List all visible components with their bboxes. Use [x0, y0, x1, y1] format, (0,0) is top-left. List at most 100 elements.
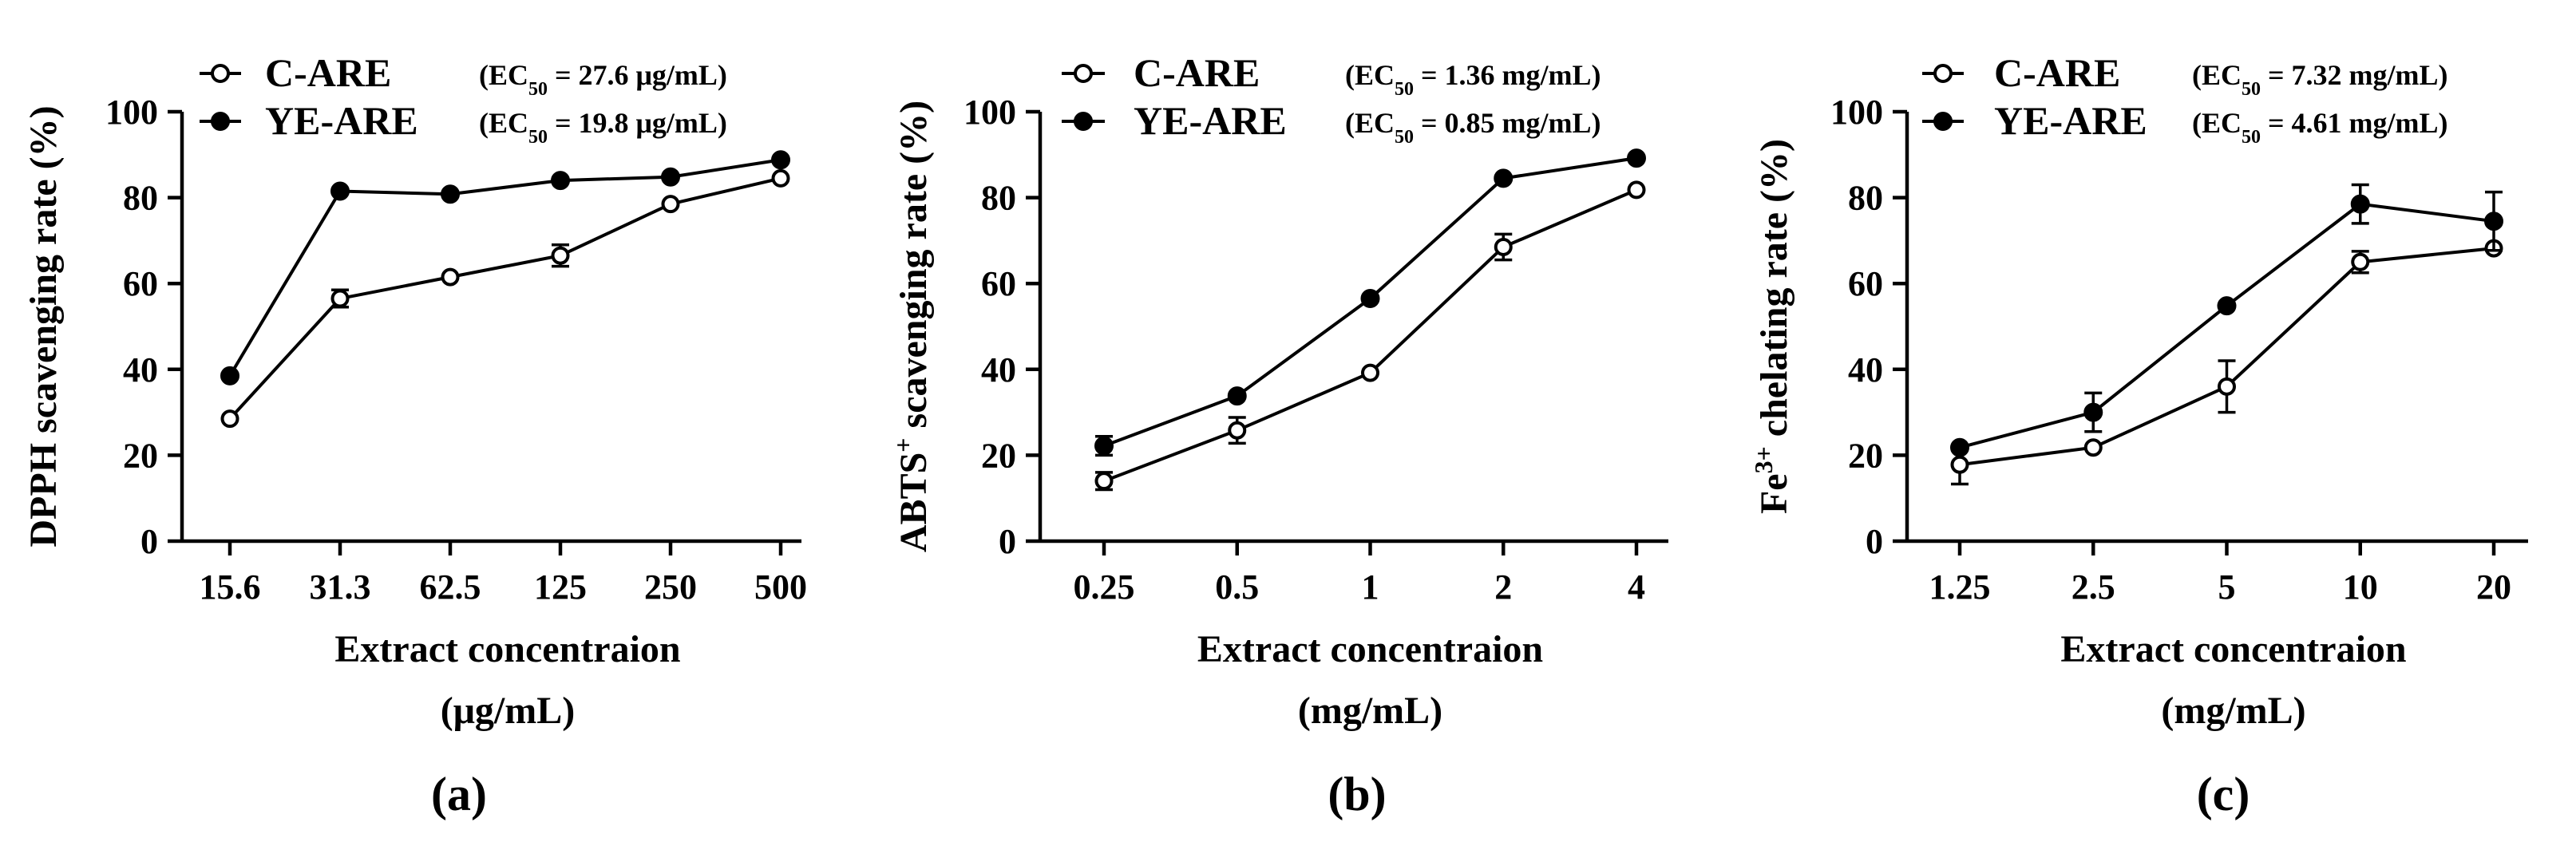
panel-label: (c) — [2197, 768, 2250, 820]
x-tick-label: 2.5 — [2071, 567, 2115, 607]
y-axis-label: ABTS+ scavenging rate (%) — [888, 101, 935, 552]
series-line-c-are — [1959, 247, 2495, 467]
y-tick-label: 0 — [140, 522, 158, 561]
y-tick-label: 60 — [123, 264, 158, 303]
data-point-c-are — [441, 267, 460, 287]
y-tick-label: 100 — [105, 93, 158, 132]
data-point-ye-are — [2484, 212, 2503, 231]
legend-label: YE-ARE — [1134, 98, 1287, 143]
legend-ec50: (EC50 = 1.36 mg/mL) — [1345, 59, 1601, 100]
data-point-c-are — [2218, 377, 2236, 396]
data-point-c-are — [661, 195, 680, 214]
y-tick-label: 40 — [1848, 350, 1883, 389]
data-point-c-are — [220, 409, 239, 429]
data-point-c-are — [771, 168, 790, 188]
x-axis-unit: (mg/mL) — [1298, 690, 1442, 732]
legend-label: C-ARE — [265, 50, 391, 95]
x-axis-unit: (mg/mL) — [2161, 690, 2305, 732]
x-tick-label: 500 — [754, 567, 807, 607]
y-tick-label: 0 — [999, 522, 1016, 561]
data-point-c-are — [2083, 438, 2103, 457]
legend-marker-c-are — [1933, 64, 1953, 83]
data-point-ye-are — [661, 167, 680, 187]
chart-panel-c: 0 20 40 60 80 100 1.25 2.5 5 10 20 Fe3+ chelating r… — [1749, 50, 2528, 820]
legend-label: C-ARE — [1134, 50, 1260, 95]
data-point-ye-are — [2350, 194, 2370, 214]
y-tick-label: 100 — [964, 93, 1016, 132]
y-axis-label: DPPH scavenging rate (%) — [22, 105, 65, 547]
x-tick-label: 1.25 — [1929, 567, 1991, 607]
x-axis-label: Extract concentraion — [2060, 628, 2406, 670]
legend-ec50: (EC50 = 19.8 μg/mL) — [479, 107, 727, 148]
data-point-c-are — [1361, 363, 1379, 382]
y-tick-label: 80 — [981, 179, 1016, 218]
chart-panel-a: 0 20 40 60 80 100 15.6 31.3 62.5 125 250 500 DPPH sc… — [22, 50, 807, 820]
data-point-c-are — [1627, 180, 1646, 200]
x-axis-label: Extract concentraion — [1197, 628, 1543, 670]
y-tick-label: 40 — [123, 350, 158, 389]
y-tick-label: 40 — [981, 350, 1016, 389]
data-point-c-are — [1228, 421, 1247, 440]
x-tick-label: 15.6 — [200, 567, 261, 607]
data-point-ye-are — [2217, 296, 2237, 316]
legend-ec50: (EC50 = 0.85 mg/mL) — [1345, 107, 1601, 148]
legend-label: YE-ARE — [1994, 98, 2147, 143]
y-tick-label: 60 — [1848, 264, 1883, 303]
data-point-c-are — [2351, 252, 2370, 271]
y-tick-label: 0 — [1866, 522, 1883, 561]
data-point-ye-are — [1094, 436, 1114, 456]
y-tick-label: 20 — [123, 436, 158, 475]
legend-ec50: (EC50 = 27.6 μg/mL) — [479, 59, 727, 100]
y-axis-label: Fe3+ chelating rate (%) — [1749, 139, 1795, 514]
series-line-ye-are — [228, 158, 782, 377]
x-tick-label: 5 — [2218, 567, 2236, 607]
y-tick-label: 60 — [981, 264, 1016, 303]
y-tick-label: 20 — [981, 436, 1016, 475]
data-point-ye-are — [1950, 437, 1969, 457]
x-tick-label: 62.5 — [420, 567, 481, 607]
data-point-ye-are — [771, 150, 790, 170]
legend-ec50: (EC50 = 7.32 mg/mL) — [2192, 59, 2448, 100]
y-tick-label: 80 — [1848, 179, 1883, 218]
x-tick-label: 1 — [1362, 567, 1379, 607]
legend-marker-ye-are — [1933, 112, 1953, 131]
data-point-ye-are — [330, 181, 350, 201]
data-point-ye-are — [1627, 148, 1646, 168]
data-point-ye-are — [1227, 386, 1247, 406]
legend-label: C-ARE — [1994, 50, 2120, 95]
legend-marker-c-are — [1074, 64, 1093, 83]
data-point-c-are — [551, 246, 570, 265]
data-point-ye-are — [1360, 289, 1380, 309]
x-tick-label: 31.3 — [310, 567, 371, 607]
x-tick-label: 250 — [644, 567, 697, 607]
x-tick-label: 0.5 — [1215, 567, 1259, 607]
data-point-ye-are — [441, 184, 460, 204]
panel-label: (a) — [431, 768, 487, 820]
x-tick-label: 20 — [2476, 567, 2511, 607]
legend-label: YE-ARE — [265, 98, 418, 143]
x-tick-label: 4 — [1628, 567, 1645, 607]
y-tick-label: 100 — [1830, 93, 1883, 132]
data-point-c-are — [1950, 455, 1969, 474]
data-point-ye-are — [2083, 402, 2103, 422]
x-tick-label: 10 — [2343, 567, 2378, 607]
data-point-c-are — [1494, 237, 1513, 256]
panel-label: (b) — [1328, 768, 1386, 820]
x-tick-label: 125 — [534, 567, 587, 607]
series-line-c-are — [228, 176, 782, 421]
data-point-ye-are — [220, 366, 239, 385]
y-tick-label: 20 — [1848, 436, 1883, 475]
x-axis-unit: (μg/mL) — [441, 690, 576, 732]
data-point-ye-are — [1494, 168, 1514, 188]
data-point-c-are — [1094, 472, 1114, 491]
x-axis-label: Extract concentraion — [334, 628, 680, 670]
legend-marker-c-are — [211, 64, 230, 83]
legend-ec50: (EC50 = 4.61 mg/mL) — [2192, 107, 2448, 148]
series-line-c-are — [1103, 188, 1637, 483]
x-tick-label: 0.25 — [1074, 567, 1135, 607]
chart-panel-b: 0 20 40 60 80 100 0.25 0.5 1 2 4 ABTS+ scavenging r… — [888, 50, 1668, 820]
legend-marker-ye-are — [211, 112, 230, 131]
data-point-c-are — [330, 289, 350, 308]
y-tick-label: 80 — [123, 179, 158, 218]
